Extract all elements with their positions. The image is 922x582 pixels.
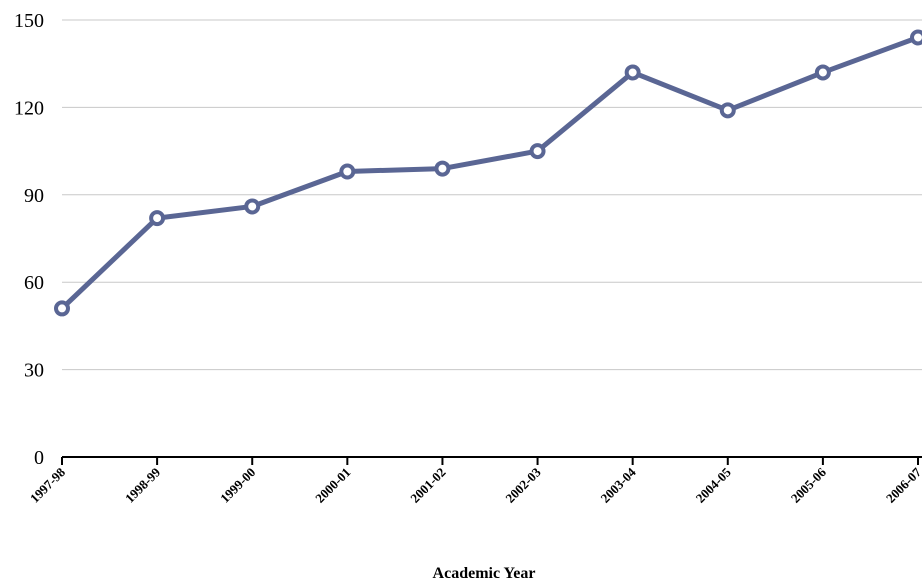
data-point [722,104,734,116]
y-tick-label: 120 [14,97,44,119]
y-tick-label: 60 [24,272,44,294]
y-tick-label: 150 [14,10,44,32]
y-axis-ticks: 0 30 60 90 120 150 [14,10,44,469]
data-point [627,66,639,78]
y-tick-label: 90 [24,185,44,207]
data-point [912,31,922,43]
data-point [341,165,353,177]
x-tick-label: 2005-06 [788,464,830,506]
x-tick-label: 2003-04 [598,464,640,506]
x-tick-label: 2006-07 [883,464,922,506]
data-point [817,66,829,78]
x-axis-title: Academic Year [433,565,536,582]
x-tick-label: 2004-05 [693,464,735,506]
data-point [436,163,448,175]
x-axis-ticks: 1997-98 1998-99 1999-00 2000-01 2001-02 2002-… [27,457,922,506]
y-tick-label: 0 [34,447,44,469]
x-tick-label: 2000-01 [312,465,353,506]
x-tick-label: 2002-03 [502,464,544,506]
data-point [246,200,258,212]
y-tick-label: 30 [24,360,44,382]
data-point [56,302,68,314]
x-tick-label: 1999-00 [217,465,258,506]
data-point [532,145,544,157]
series [56,31,922,314]
x-tick-label: 1997-98 [27,464,69,506]
data-point [151,212,163,224]
series-line [62,37,918,308]
gridlines [62,20,922,370]
x-tick-label: 2001-02 [407,465,448,506]
x-tick-label: 1998-99 [122,464,164,506]
